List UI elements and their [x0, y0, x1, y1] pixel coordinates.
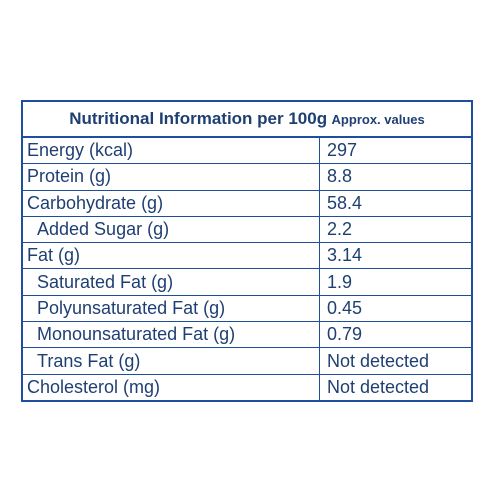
nutrient-value: 58.4	[319, 190, 471, 217]
nutrient-value: 1.9	[319, 268, 471, 296]
nutrient-label: Carbohydrate (g)	[23, 190, 320, 217]
nutrient-label: Saturated Fat (g)	[23, 268, 320, 296]
table-header: Nutritional Information per 100g Approx.…	[23, 102, 471, 138]
table-row: Added Sugar (g) 2.2	[23, 216, 471, 244]
nutrient-label: Polyunsaturated Fat (g)	[23, 295, 320, 323]
nutrient-value: Not detected	[319, 347, 471, 375]
nutrient-label: Cholesterol (mg)	[23, 374, 320, 400]
table-row: Trans Fat (g) Not detected	[23, 347, 471, 375]
nutrient-value: 297	[319, 138, 471, 165]
table-row: Cholesterol (mg) Not detected	[23, 374, 471, 400]
table-row: Carbohydrate (g) 58.4	[23, 190, 471, 217]
nutrient-value: 8.8	[319, 163, 471, 191]
nutrient-label: Added Sugar (g)	[23, 216, 320, 244]
nutrition-table-panel: Nutritional Information per 100g Approx.…	[21, 100, 473, 402]
nutrient-label: Trans Fat (g)	[23, 347, 320, 375]
table-title: Nutritional Information per 100g	[69, 109, 328, 128]
nutrient-value: 2.2	[319, 216, 471, 244]
table-row: Polyunsaturated Fat (g) 0.45	[23, 295, 471, 323]
nutrient-label: Fat (g)	[23, 242, 320, 270]
table-row: Protein (g) 8.8	[23, 163, 471, 191]
table-row: Monounsaturated Fat (g) 0.79	[23, 321, 471, 349]
table-row: Fat (g) 3.14	[23, 242, 471, 270]
nutrient-value: 3.14	[319, 242, 471, 270]
nutrient-value: 0.79	[319, 321, 471, 349]
nutrition-table: Energy (kcal) 297 Protein (g) 8.8 Carboh…	[23, 138, 471, 400]
nutrient-value: Not detected	[327, 376, 430, 397]
nutrient-label: Energy (kcal)	[23, 138, 320, 165]
table-subtitle: Approx. values	[331, 112, 425, 127]
nutrient-label: Protein (g)	[23, 163, 320, 191]
nutrient-value: 0.45	[319, 295, 471, 323]
table-row: Saturated Fat (g) 1.9	[23, 268, 471, 296]
nutrient-label: Monounsaturated Fat (g)	[23, 321, 320, 349]
table-row: Energy (kcal) 297	[23, 138, 471, 165]
